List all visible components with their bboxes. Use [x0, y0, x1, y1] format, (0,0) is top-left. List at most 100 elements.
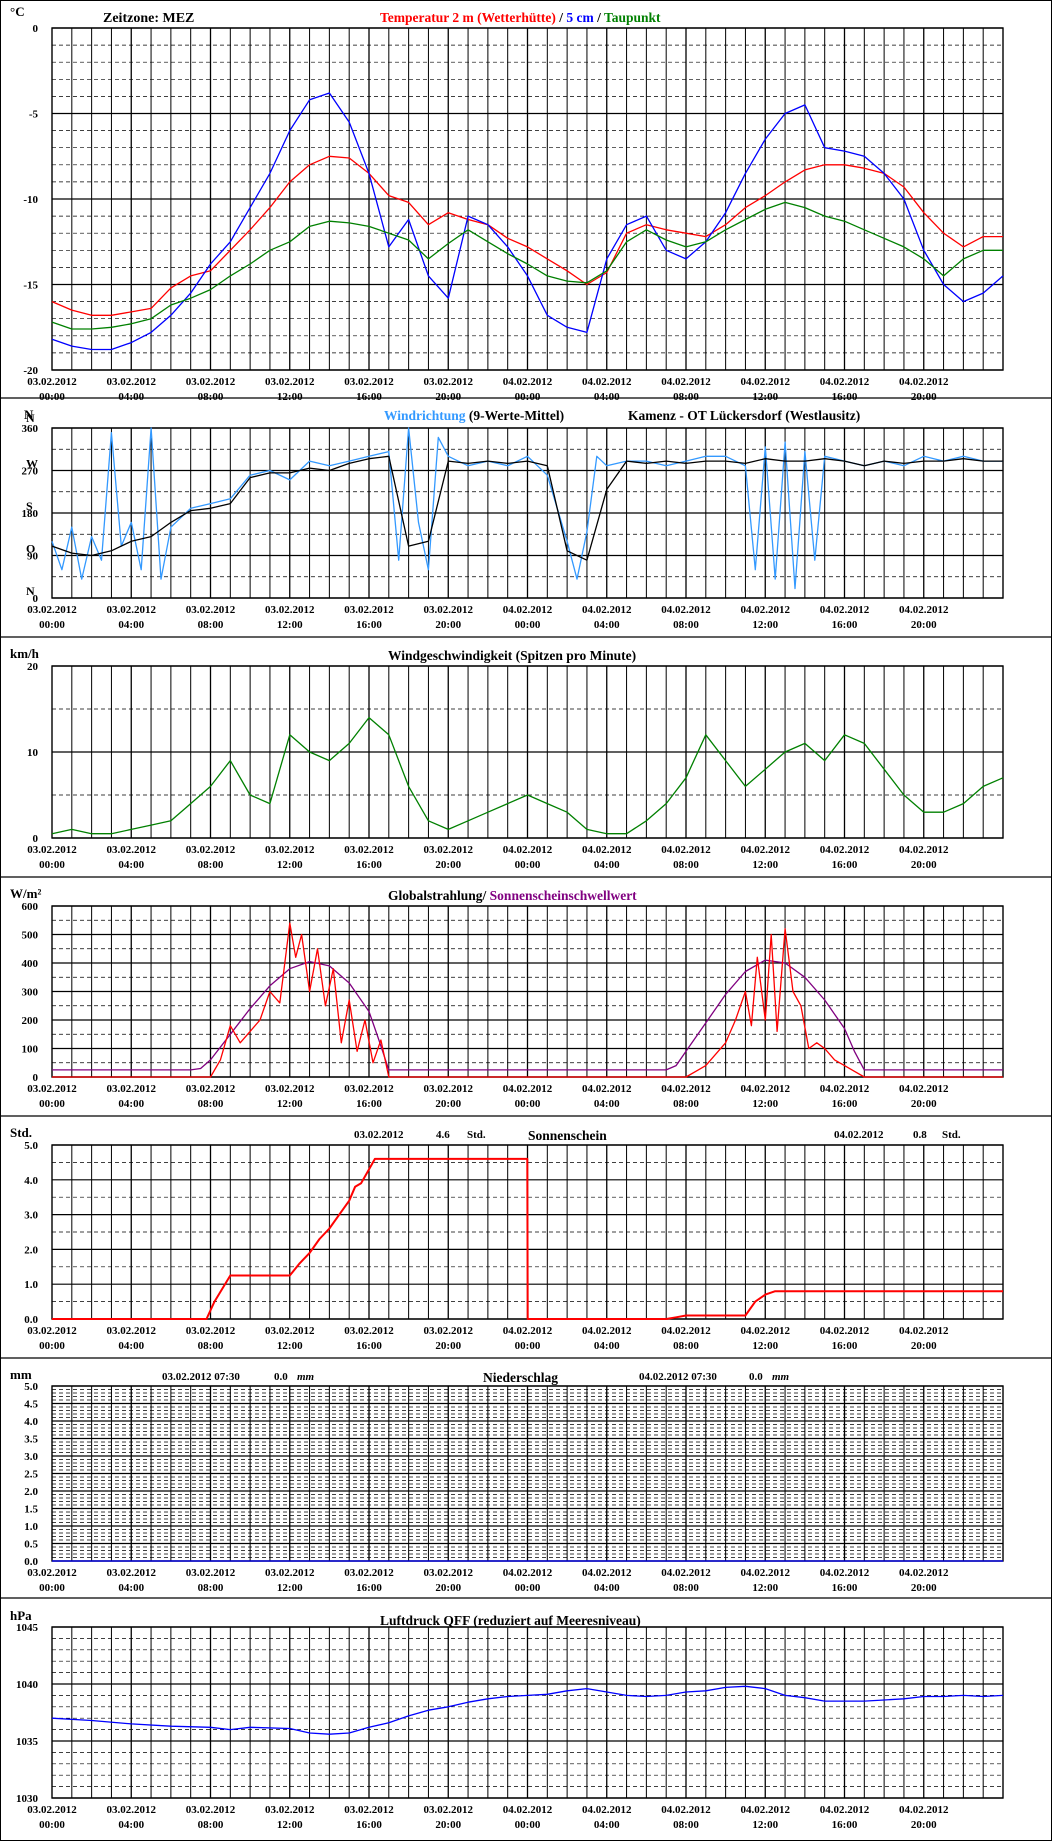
y-tick-label: 1045 — [16, 1622, 39, 1634]
chart-title: Windgeschwindigkeit (Spitzen pro Minute) — [388, 648, 636, 663]
info-value: 4.6 — [436, 1129, 450, 1141]
y-tick-label: 1040 — [16, 1679, 39, 1691]
x-tick-date: 03.02.2012 — [27, 844, 77, 856]
x-tick-time: 16:00 — [356, 1582, 382, 1594]
x-tick-date: 04.02.2012 — [582, 1325, 632, 1337]
x-tick-date: 03.02.2012 — [186, 844, 236, 856]
plot-frame — [51, 665, 1004, 839]
x-tick-date: 04.02.2012 — [503, 1804, 553, 1816]
x-tick-date: 03.02.2012 — [107, 1083, 157, 1095]
title-part: Globalstrahlung — [388, 888, 483, 903]
x-tick-time: 08:00 — [673, 859, 699, 871]
compass-label: N — [26, 584, 35, 598]
plot-frame — [51, 1626, 1004, 1799]
x-tick-date: 03.02.2012 — [424, 1325, 474, 1337]
info-unit: Std. — [942, 1129, 961, 1141]
x-tick-time: 08:00 — [673, 1819, 699, 1831]
chart-title: Luftdruck QFF (reduziert auf Meeresnivea… — [380, 1613, 641, 1628]
x-tick-date: 04.02.2012 — [899, 1804, 949, 1816]
x-tick-date: 04.02.2012 — [741, 1083, 791, 1095]
x-tick-date: 03.02.2012 — [344, 1567, 394, 1579]
x-tick-time: 04:00 — [594, 1582, 620, 1594]
x-tick-date: 04.02.2012 — [741, 1567, 791, 1579]
series-line — [52, 959, 1003, 1071]
x-tick-time: 12:00 — [277, 1819, 303, 1831]
x-tick-date: 04.02.2012 — [899, 1567, 949, 1579]
x-tick-time: 04:00 — [118, 1819, 144, 1831]
x-tick-date: 03.02.2012 — [265, 1083, 315, 1095]
chart-precipitation: 5.0 4.5 4.0 3.5 3.0 2.5 2.0 1.5 1.0 0.5 0.0 mm Niede… — [10, 1367, 1004, 1594]
y-tick-label: -20 — [23, 365, 38, 377]
y-tick-label: 3.0 — [24, 1451, 38, 1463]
x-tick-time: 00:00 — [39, 859, 65, 871]
x-tick-time: 16:00 — [356, 1819, 382, 1831]
x-tick-date: 04.02.2012 — [661, 376, 711, 388]
x-tick-time: 04:00 — [118, 1340, 144, 1352]
x-tick-date: 04.02.2012 — [503, 376, 553, 388]
title-part: Luftdruck QFF (reduziert auf Meeresnivea… — [380, 1613, 641, 1628]
x-tick-date: 03.02.2012 — [344, 376, 394, 388]
unit-label: Std. — [10, 1125, 32, 1140]
x-tick-date: 03.02.2012 — [344, 844, 394, 856]
y-tick-label: 4.5 — [24, 1399, 38, 1411]
chart-global-radiation: 600 500 400 300 200 100 0 W/m² Globalstrahlung/ … — [10, 886, 1004, 1110]
x-tick-time: 04:00 — [594, 1819, 620, 1831]
x-tick-date: 03.02.2012 — [186, 1804, 236, 1816]
y-tick-label: 1.5 — [24, 1504, 38, 1516]
x-tick-date: 03.02.2012 — [27, 1325, 77, 1337]
info-date: 04.02.2012 07:30 — [639, 1371, 717, 1383]
info-date: 03.02.2012 07:30 — [162, 1371, 240, 1383]
x-tick-time: 08:00 — [673, 619, 699, 631]
x-tick-time: 12:00 — [752, 1340, 778, 1352]
compass-label: N — [26, 411, 35, 425]
x-tick-date: 03.02.2012 — [107, 376, 157, 388]
x-tick-date: 04.02.2012 — [899, 604, 949, 616]
x-tick-date: 03.02.2012 — [424, 844, 474, 856]
x-tick-date: 03.02.2012 — [424, 604, 474, 616]
x-tick-date: 04.02.2012 — [741, 844, 791, 856]
x-tick-date: 03.02.2012 — [107, 1567, 157, 1579]
x-tick-time: 20:00 — [911, 1340, 937, 1352]
x-tick-time: 16:00 — [356, 1340, 382, 1352]
x-tick-time: 08:00 — [198, 859, 224, 871]
x-tick-time: 16:00 — [832, 391, 858, 403]
x-tick-time: 00:00 — [39, 1098, 65, 1110]
timezone-label: Zeitzone: MEZ — [103, 11, 194, 26]
series-line — [52, 1157, 1003, 1320]
x-tick-date: 03.02.2012 — [265, 604, 315, 616]
y-tick-label: 0.0 — [24, 1314, 38, 1326]
chart-title: Globalstrahlung/ Sonnenscheinschwellwert — [388, 888, 637, 903]
y-tick-label: 0 — [33, 1072, 39, 1084]
chart-title: Windrichtung (9-Werte-Mittel) — [384, 408, 564, 423]
x-tick-time: 16:00 — [356, 1098, 382, 1110]
x-tick-time: 12:00 — [277, 1340, 303, 1352]
info-value: 0.0 — [749, 1371, 763, 1383]
x-tick-date: 04.02.2012 — [582, 844, 632, 856]
y-tick-label: 1.0 — [24, 1521, 38, 1533]
info-unit: mm — [772, 1371, 790, 1383]
station-name: Kamenz - OT Lückersdorf (Westlausitz) — [628, 408, 860, 423]
x-tick-time: 12:00 — [752, 1819, 778, 1831]
x-tick-time: 16:00 — [832, 1098, 858, 1110]
x-tick-time: 16:00 — [356, 391, 382, 403]
unit-label: N — [24, 407, 34, 422]
x-tick-time: 04:00 — [594, 619, 620, 631]
plot-frame — [51, 27, 1004, 371]
x-tick-time: 04:00 — [118, 1582, 144, 1594]
title-part: Niederschlag — [483, 1370, 558, 1385]
chart-title: Temperatur 2 m (Wetterhütte) / 5 cm / Ta… — [380, 10, 661, 25]
x-tick-date: 04.02.2012 — [820, 844, 870, 856]
x-tick-date: 04.02.2012 — [899, 376, 949, 388]
x-tick-time: 12:00 — [752, 1098, 778, 1110]
x-tick-time: 16:00 — [832, 1582, 858, 1594]
x-tick-time: 12:00 — [277, 1098, 303, 1110]
y-tick-label: 4.0 — [24, 1416, 38, 1428]
x-tick-date: 04.02.2012 — [820, 1325, 870, 1337]
x-tick-time: 20:00 — [435, 619, 461, 631]
x-tick-time: 00:00 — [515, 859, 541, 871]
x-tick-date: 04.02.2012 — [741, 376, 791, 388]
x-tick-date: 04.02.2012 — [899, 1083, 949, 1095]
x-tick-time: 00:00 — [39, 1340, 65, 1352]
